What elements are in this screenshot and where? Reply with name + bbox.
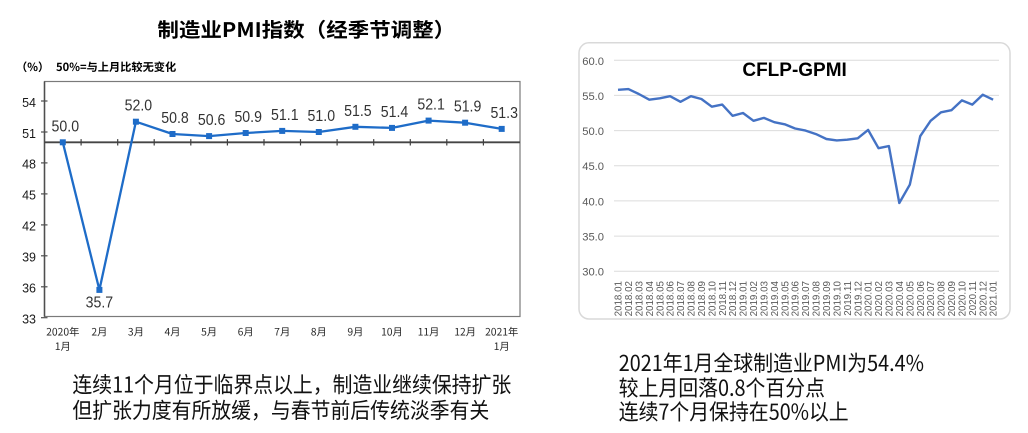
- svg-text:2018.08: 2018.08: [687, 280, 698, 316]
- svg-text:2020.10: 2020.10: [958, 280, 969, 316]
- svg-text:40.0: 40.0: [582, 196, 604, 208]
- svg-text:50.9: 50.9: [234, 109, 262, 126]
- svg-text:2020.08: 2020.08: [937, 280, 948, 316]
- svg-text:48: 48: [22, 158, 36, 172]
- svg-text:51.1: 51.1: [271, 107, 299, 124]
- svg-text:2019.11: 2019.11: [843, 281, 854, 316]
- svg-text:2018.02: 2018.02: [624, 281, 635, 316]
- svg-text:50.6: 50.6: [198, 112, 226, 129]
- svg-text:55.0: 55.0: [582, 91, 604, 103]
- svg-text:39: 39: [22, 251, 36, 265]
- svg-text:2019.09: 2019.09: [822, 281, 833, 316]
- svg-text:50.8: 50.8: [161, 110, 189, 127]
- svg-text:2018.01: 2018.01: [614, 281, 625, 316]
- svg-text:2018.11: 2018.11: [718, 281, 729, 316]
- svg-text:2020.11: 2020.11: [968, 281, 979, 316]
- svg-text:2019.01: 2019.01: [739, 281, 750, 316]
- svg-text:2020.09: 2020.09: [947, 281, 958, 316]
- svg-text:2019.07: 2019.07: [801, 281, 812, 316]
- svg-text:50.0: 50.0: [582, 126, 604, 138]
- svg-text:2020.01: 2020.01: [864, 281, 875, 316]
- svg-text:45: 45: [22, 189, 36, 203]
- svg-text:2020.04: 2020.04: [895, 280, 906, 316]
- svg-text:51.9: 51.9: [454, 99, 482, 116]
- svg-text:51.5: 51.5: [344, 103, 372, 120]
- svg-text:54: 54: [22, 96, 36, 110]
- svg-text:51.4: 51.4: [381, 104, 409, 121]
- svg-text:33: 33: [22, 313, 36, 327]
- svg-text:CFLP-GPMI: CFLP-GPMI: [742, 60, 847, 81]
- svg-text:2021.01: 2021.01: [989, 281, 1000, 316]
- svg-text:2019.06: 2019.06: [791, 280, 802, 316]
- svg-text:51.0: 51.0: [308, 108, 336, 125]
- svg-text:2018.09: 2018.09: [697, 281, 708, 316]
- svg-text:52.0: 52.0: [125, 98, 153, 115]
- svg-text:2019.10: 2019.10: [832, 280, 843, 316]
- svg-text:2018.06: 2018.06: [666, 280, 677, 316]
- svg-text:2018.04: 2018.04: [645, 280, 656, 316]
- svg-text:60.0: 60.0: [582, 56, 604, 68]
- svg-text:2020.02: 2020.02: [874, 281, 885, 316]
- svg-text:2020.07: 2020.07: [926, 281, 937, 316]
- svg-text:35.0: 35.0: [582, 232, 604, 244]
- svg-text:45.0: 45.0: [582, 161, 604, 173]
- svg-text:2018.10: 2018.10: [707, 280, 718, 316]
- svg-text:35.7: 35.7: [86, 294, 114, 311]
- svg-text:2019.02: 2019.02: [749, 281, 760, 316]
- svg-text:2018.12: 2018.12: [728, 281, 739, 316]
- svg-text:2019.04: 2019.04: [770, 280, 781, 316]
- svg-text:36: 36: [22, 282, 36, 296]
- svg-text:2020.03: 2020.03: [885, 280, 896, 316]
- svg-text:51.3: 51.3: [490, 105, 518, 122]
- svg-text:2020.06: 2020.06: [916, 280, 927, 316]
- svg-text:2020.05: 2020.05: [905, 280, 916, 316]
- svg-text:2019.03: 2019.03: [760, 280, 771, 316]
- svg-text:42: 42: [22, 220, 36, 234]
- svg-text:50.0: 50.0: [52, 118, 80, 135]
- svg-text:2020.12: 2020.12: [978, 281, 989, 316]
- svg-text:30.0: 30.0: [582, 267, 604, 279]
- svg-text:2018.05: 2018.05: [655, 280, 666, 316]
- svg-text:52.1: 52.1: [417, 97, 445, 114]
- svg-text:2018.03: 2018.03: [634, 280, 645, 316]
- svg-text:2019.08: 2019.08: [812, 280, 823, 316]
- svg-text:2018.07: 2018.07: [676, 281, 687, 316]
- svg-text:2019.05: 2019.05: [780, 280, 791, 316]
- svg-text:51: 51: [22, 127, 36, 141]
- svg-text:2019.12: 2019.12: [853, 281, 864, 316]
